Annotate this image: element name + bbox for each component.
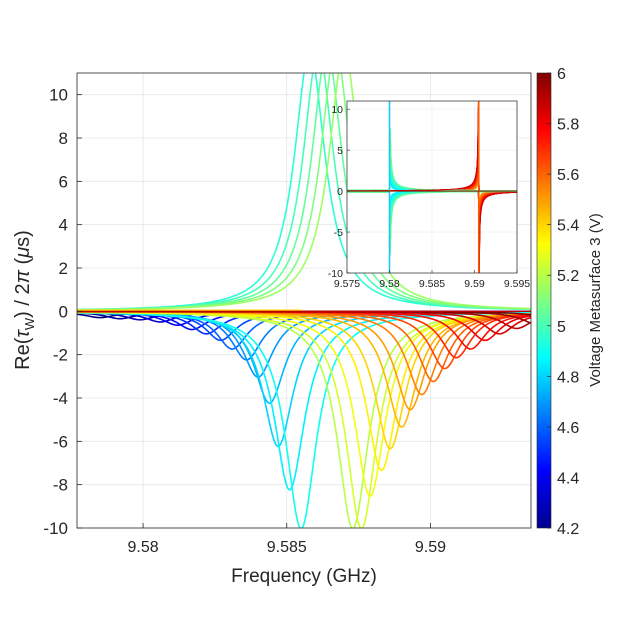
main-y-tick-label: -8 xyxy=(53,476,68,495)
inset-series-group xyxy=(347,101,517,273)
main-y-label: Re(τW) / 2π (μs) xyxy=(12,230,37,370)
main-plot-border xyxy=(76,72,532,529)
colorbar-tick-label: 5.2 xyxy=(557,268,579,285)
colorbar-tick-label: 5.6 xyxy=(557,167,579,184)
main-y-tick-label: 0 xyxy=(59,302,68,321)
colorbar-tick-label: 4.4 xyxy=(557,470,579,487)
inset-y-tick-label: 0 xyxy=(337,186,343,198)
inset-axes: 9.575 9.58 9.585 9.59 9.595 10 5 0 -5 -10 xyxy=(328,100,530,290)
inset-series-line xyxy=(347,191,517,255)
colorbar-ticks: 6 5.8 5.6 5.4 5.2 5 4.8 4.6 4.4 4.2 xyxy=(547,66,579,538)
main-y-tick-label: 6 xyxy=(59,172,68,191)
inset-x-tick-label: 9.585 xyxy=(419,278,445,290)
main-y-tick-label: -4 xyxy=(53,389,68,408)
main-y-tick-label: 4 xyxy=(59,216,68,235)
main-x-label: Frequency (GHz) xyxy=(231,566,377,587)
main-y-tick-label: 8 xyxy=(59,129,68,148)
colorbar-tick-label: 4.6 xyxy=(557,420,579,437)
colorbar-tick-label: 5 xyxy=(557,319,566,336)
colorbar-tick-label: 4.2 xyxy=(557,521,579,538)
main-y-tick-label: 10 xyxy=(49,86,68,105)
main-x-tick-label: 9.58 xyxy=(128,539,159,556)
colorbar: 6 5.8 5.6 5.4 5.2 5 4.8 4.6 4.4 4.2 Voltage Metas… xyxy=(536,66,604,538)
inset-y-tick-label: -10 xyxy=(328,268,343,280)
main-y-tick-label: -10 xyxy=(43,519,68,538)
inset-y-tick-label: 10 xyxy=(331,104,343,116)
main-y-tick-label: -2 xyxy=(53,346,68,365)
inset-y-tick-label: -5 xyxy=(334,227,343,239)
main-x-tick-label: 9.585 xyxy=(267,539,307,556)
inset-ticks: 9.575 9.58 9.585 9.59 9.595 10 5 0 -5 -10 xyxy=(328,104,530,290)
colorbar-tick-label: 6 xyxy=(557,66,566,83)
main-series-line xyxy=(77,73,531,311)
main-y-tick-label: 2 xyxy=(59,259,68,278)
inset-y-tick-label: 5 xyxy=(337,145,343,157)
main-y-tick-label: -6 xyxy=(53,432,68,451)
inset-x-tick-label: 9.58 xyxy=(379,278,400,290)
inset-x-tick-label: 9.575 xyxy=(334,278,360,290)
main-x-tick-label: 9.59 xyxy=(415,539,446,556)
colorbar-tick-label: 5.8 xyxy=(557,117,579,134)
colorbar-gradient xyxy=(536,72,552,529)
colorbar-tick-label: 4.8 xyxy=(557,369,579,386)
inset-x-tick-label: 9.595 xyxy=(504,278,530,290)
inset-x-tick-label: 9.59 xyxy=(464,278,485,290)
colorbar-tick-label: 5.4 xyxy=(557,218,579,235)
colorbar-label: Voltage Metasurface 3 (V) xyxy=(587,213,604,386)
main-series-group xyxy=(77,73,531,528)
